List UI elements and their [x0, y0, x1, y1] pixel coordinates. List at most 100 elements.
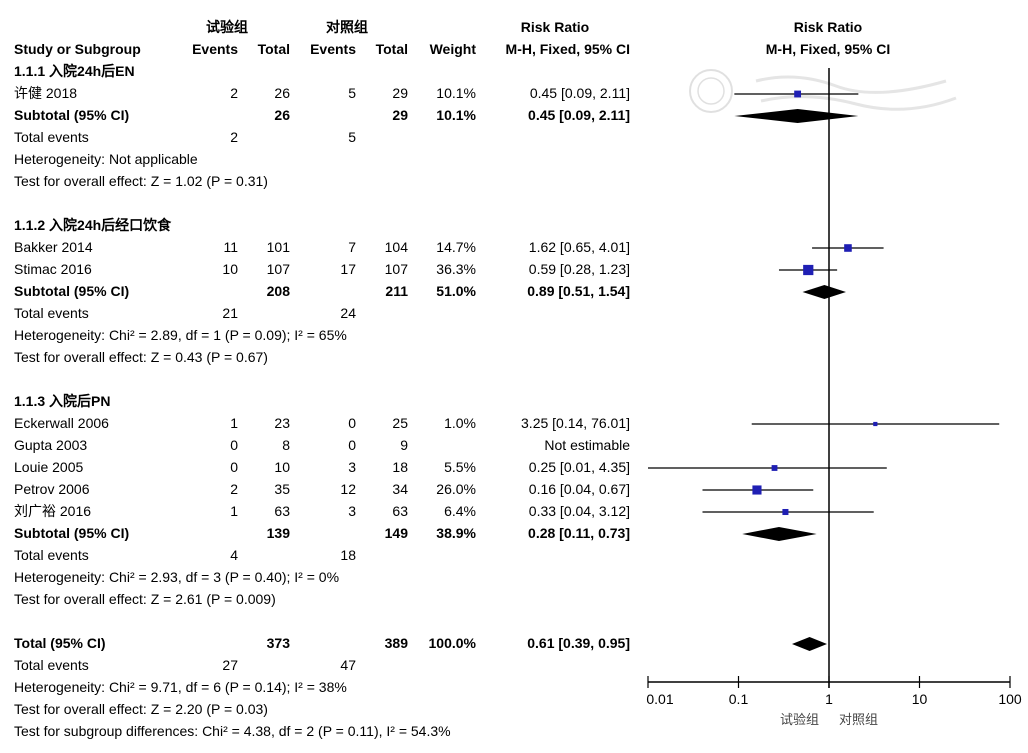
study-marker	[794, 90, 802, 98]
overall-events-label: Total events	[14, 657, 89, 673]
subtotal-total-ctrl: 211	[385, 283, 408, 299]
total-exp: 63	[274, 503, 290, 519]
study-name: Louie 2005	[14, 459, 84, 475]
subtotal-ci: 0.28 [0.11, 0.73]	[528, 525, 630, 541]
subtotal-weight: 51.0%	[436, 283, 476, 299]
total-events-ctrl: 5	[348, 129, 356, 145]
total-exp: 26	[274, 85, 290, 101]
study-name: Petrov 2006	[14, 481, 90, 497]
stat-line: Test for overall effect: Z = 0.43 (P = 0…	[14, 349, 268, 365]
subtotal-total-exp: 26	[274, 107, 290, 123]
study-marker	[803, 264, 814, 276]
subtotal-total-exp: 139	[266, 525, 290, 541]
column-header-total-ctrl: Total	[375, 41, 408, 57]
watermark-seal	[689, 69, 957, 113]
subgroup-title: 1.1.2 入院24h后经口饮食	[14, 217, 172, 233]
total-events-ctrl: 18	[340, 547, 356, 563]
pooled-diamond	[802, 285, 846, 299]
total-events-label: Total events	[14, 129, 89, 145]
study-weight: 14.7%	[436, 239, 476, 255]
overall-weight: 100.0%	[428, 635, 476, 651]
overall-events-ctrl: 47	[340, 657, 356, 673]
events-exp: 10	[222, 261, 238, 277]
group-header-experimental: 试验组	[206, 19, 248, 35]
total-ctrl: 63	[392, 503, 408, 519]
study-weight: 36.3%	[436, 261, 476, 277]
study-name: 刘广裕 2016	[14, 503, 92, 519]
x-tick-label: 0.1	[729, 691, 749, 707]
subtotal-weight: 38.9%	[436, 525, 476, 541]
favours-right-label: 对照组	[839, 713, 878, 728]
column-header-study: Study or Subgroup	[14, 41, 141, 57]
subtotal-total-ctrl: 29	[392, 107, 408, 123]
events-exp: 2	[230, 85, 238, 101]
total-ctrl: 9	[400, 437, 408, 453]
study-ci: 0.16 [0.04, 0.67]	[528, 481, 630, 497]
study-name: Eckerwall 2006	[14, 415, 109, 431]
stat-line: Heterogeneity: Chi² = 2.89, df = 1 (P = …	[14, 327, 347, 343]
study-marker	[752, 485, 762, 495]
total-ctrl: 18	[392, 459, 408, 475]
overall-stat-line: Heterogeneity: Chi² = 9.71, df = 6 (P = …	[14, 679, 347, 695]
total-events-label: Total events	[14, 547, 89, 563]
favours-left-label: 试验组	[780, 712, 819, 728]
total-exp: 35	[274, 481, 290, 497]
x-tick-label: 1	[825, 691, 833, 707]
events-exp: 1	[230, 415, 238, 431]
stat-line: Test for overall effect: Z = 2.61 (P = 0…	[14, 591, 276, 607]
overall-total-exp: 373	[266, 635, 290, 651]
subgroup-title: 1.1.3 入院后PN	[14, 393, 111, 409]
total-events-exp: 2	[230, 129, 238, 145]
events-ctrl: 12	[340, 481, 356, 497]
column-header-weight: Weight	[429, 41, 476, 57]
total-exp: 107	[266, 261, 290, 277]
study-marker	[873, 421, 878, 427]
plot-method: M-H, Fixed, 95% CI	[765, 41, 891, 57]
total-ctrl: 104	[384, 239, 408, 255]
total-ctrl: 107	[384, 261, 408, 277]
events-ctrl: 3	[348, 503, 356, 519]
events-exp: 0	[230, 437, 238, 453]
overall-label: Total (95% CI)	[14, 635, 106, 651]
subtotal-total-exp: 208	[266, 283, 290, 299]
stat-line: Heterogeneity: Not applicable	[14, 151, 198, 167]
subtotal-ci: 0.89 [0.51, 1.54]	[527, 283, 630, 299]
study-name: Bakker 2014	[14, 239, 93, 255]
total-events-ctrl: 24	[340, 305, 356, 321]
study-ci: 0.33 [0.04, 3.12]	[528, 503, 630, 519]
total-exp: 8	[282, 437, 290, 453]
total-ctrl: 25	[392, 415, 408, 431]
study-ci: 1.62 [0.65, 4.01]	[528, 239, 630, 255]
study-name: 许健 2018	[14, 85, 78, 101]
study-ci: 0.25 [0.01, 4.35]	[528, 459, 630, 475]
events-ctrl: 0	[348, 415, 356, 431]
events-ctrl: 5	[348, 85, 356, 101]
column-header-events-ctrl: Events	[310, 41, 356, 57]
overall-stat-line: Test for overall effect: Z = 2.20 (P = 0…	[14, 701, 268, 717]
subtotal-weight: 10.1%	[436, 107, 476, 123]
total-events-exp: 4	[230, 547, 238, 563]
study-marker	[782, 508, 789, 516]
study-weight: 5.5%	[444, 459, 476, 475]
column-header-method: M-H, Fixed, 95% CI	[505, 41, 630, 57]
overall-total-ctrl: 389	[384, 635, 408, 651]
subtotal-ci: 0.45 [0.09, 2.11]	[528, 107, 630, 123]
study-name: Stimac 2016	[14, 261, 92, 277]
pooled-diamond	[742, 527, 817, 541]
total-ctrl: 34	[392, 481, 408, 497]
study-marker	[771, 465, 778, 471]
plot-title: Risk Ratio	[793, 19, 863, 35]
events-exp: 11	[223, 239, 238, 255]
study-weight: 1.0%	[444, 415, 476, 431]
study-ci: Not estimable	[544, 437, 630, 453]
events-exp: 2	[230, 481, 238, 497]
study-weight: 10.1%	[436, 85, 476, 101]
study-weight: 26.0%	[436, 481, 476, 497]
events-exp: 0	[230, 459, 238, 475]
column-header-total-exp: Total	[257, 41, 290, 57]
column-header-risk-ratio: Risk Ratio	[520, 19, 590, 35]
subtotal-total-ctrl: 149	[384, 525, 408, 541]
study-ci: 0.59 [0.28, 1.23]	[528, 261, 630, 277]
study-marker	[844, 244, 852, 252]
